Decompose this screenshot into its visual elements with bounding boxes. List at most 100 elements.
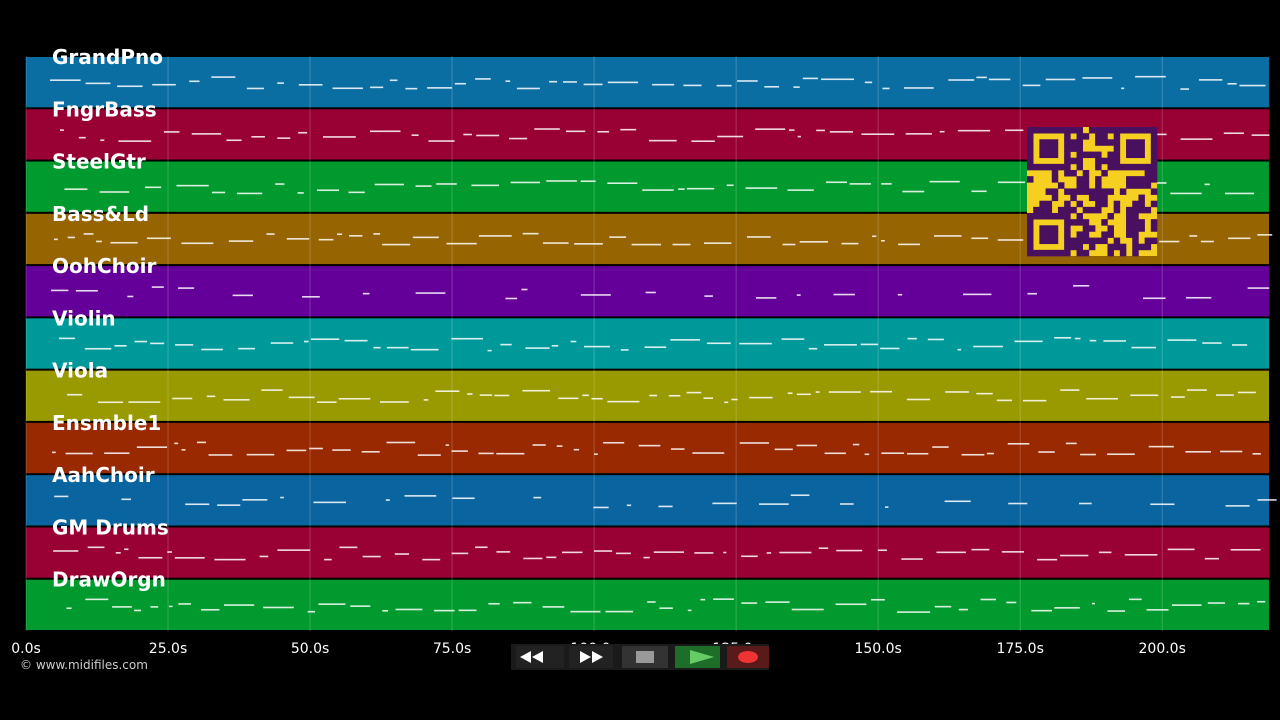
note <box>824 452 846 455</box>
note <box>583 345 611 348</box>
note <box>643 556 650 559</box>
qr-cell <box>1150 225 1158 232</box>
note <box>463 133 472 136</box>
qr-cell <box>1150 139 1158 146</box>
note <box>997 239 1024 241</box>
note <box>607 400 640 403</box>
qr-cell <box>1126 151 1133 159</box>
note <box>134 340 148 343</box>
qr-cell <box>1064 145 1071 152</box>
note <box>85 82 111 85</box>
note <box>1124 554 1158 556</box>
qr-cell <box>1082 225 1090 232</box>
qr-cell <box>1126 219 1133 226</box>
notes <box>50 75 1277 613</box>
qr-cell <box>1070 139 1077 146</box>
note <box>217 504 241 506</box>
note <box>580 294 611 296</box>
note <box>1091 602 1095 605</box>
note <box>1238 602 1250 605</box>
note <box>1065 442 1077 445</box>
note <box>898 243 920 246</box>
qr-cell <box>1144 243 1152 251</box>
forward-button[interactable] <box>569 646 613 668</box>
note <box>901 558 923 560</box>
note <box>907 337 917 340</box>
qr-cell <box>1082 237 1090 245</box>
note <box>787 189 814 191</box>
note <box>1170 192 1202 195</box>
rewind-button[interactable] <box>516 646 564 668</box>
play-button[interactable] <box>675 646 720 668</box>
note <box>796 294 801 296</box>
qr-cell <box>1070 188 1077 195</box>
note <box>505 80 511 82</box>
record-button[interactable] <box>727 646 769 668</box>
note <box>774 448 793 451</box>
qr-cell <box>1076 200 1084 208</box>
note <box>649 394 658 397</box>
note <box>96 240 102 243</box>
qr-cell <box>1150 200 1158 208</box>
qr-cell <box>1107 243 1114 251</box>
note <box>971 190 987 193</box>
note <box>549 80 558 83</box>
note <box>593 506 609 509</box>
qr-cell <box>1039 139 1046 146</box>
qr-cell <box>1082 206 1090 214</box>
qr-cell <box>1095 139 1102 146</box>
track-row <box>26 370 1269 421</box>
note <box>905 133 932 135</box>
note <box>781 338 805 340</box>
note <box>902 190 925 193</box>
note <box>259 555 269 558</box>
qr-cell <box>1051 213 1059 220</box>
note <box>927 338 944 341</box>
note <box>523 557 543 560</box>
qr-cell <box>1064 151 1071 159</box>
qr-cell <box>1113 243 1121 251</box>
note <box>551 345 559 347</box>
qr-cell <box>1150 219 1158 226</box>
qr-cell <box>1107 231 1114 238</box>
note <box>980 598 996 601</box>
note <box>263 606 294 609</box>
qr-cell <box>1076 151 1084 159</box>
note <box>802 77 818 80</box>
qr-cell <box>1132 249 1139 257</box>
qr-cell <box>1070 219 1077 226</box>
note <box>871 598 885 601</box>
qr-cell <box>1082 188 1090 195</box>
note <box>976 392 993 395</box>
note <box>509 137 528 140</box>
qr-cell <box>1027 213 1034 220</box>
stop-button[interactable] <box>622 646 668 668</box>
qr-cell <box>1088 206 1096 214</box>
qr-cell <box>1132 182 1139 189</box>
qr-cell <box>1095 157 1102 165</box>
note <box>1257 600 1266 603</box>
note <box>51 289 69 292</box>
note <box>211 76 236 78</box>
note <box>829 131 854 133</box>
note <box>316 189 340 192</box>
qr-cell <box>1064 237 1071 245</box>
qr-cell <box>1138 145 1145 152</box>
note <box>849 183 872 185</box>
note <box>288 396 315 399</box>
qr-cell <box>1095 188 1102 195</box>
qr-cell <box>1027 225 1034 232</box>
note <box>476 134 500 137</box>
qr-cell <box>1113 200 1121 208</box>
note <box>1185 451 1211 453</box>
note <box>298 84 323 86</box>
note <box>478 235 512 237</box>
note <box>169 605 173 608</box>
note <box>228 240 254 242</box>
qr-cell <box>1057 163 1065 171</box>
note <box>542 242 569 244</box>
note <box>1103 340 1127 342</box>
qr-cell <box>1138 139 1145 146</box>
note <box>522 232 539 235</box>
qr-cell <box>1057 213 1065 220</box>
